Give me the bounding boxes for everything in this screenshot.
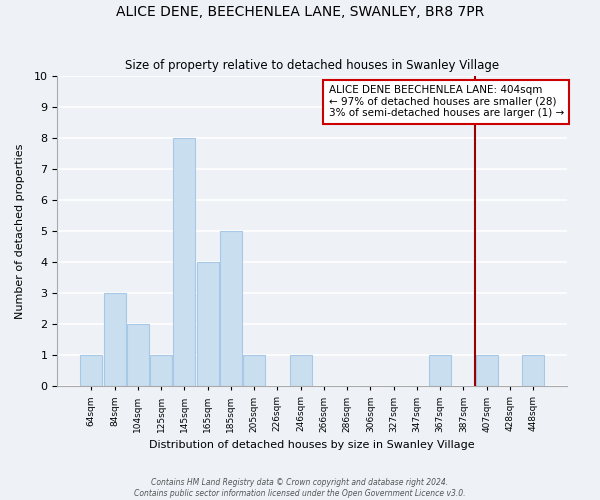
Y-axis label: Number of detached properties: Number of detached properties (15, 144, 25, 319)
Text: Contains HM Land Registry data © Crown copyright and database right 2024.
Contai: Contains HM Land Registry data © Crown c… (134, 478, 466, 498)
Bar (220, 231, 242, 386)
Bar (197, 262, 218, 386)
Bar (243, 355, 265, 386)
Bar (522, 355, 544, 386)
Bar (476, 355, 498, 386)
Title: Size of property relative to detached houses in Swanley Village: Size of property relative to detached ho… (125, 59, 499, 72)
Bar (104, 293, 125, 386)
X-axis label: Distribution of detached houses by size in Swanley Village: Distribution of detached houses by size … (149, 440, 475, 450)
Bar (290, 355, 311, 386)
Bar (429, 355, 451, 386)
Bar (127, 324, 149, 386)
Bar (173, 138, 196, 386)
Bar (150, 355, 172, 386)
Text: ALICE DENE, BEECHENLEA LANE, SWANLEY, BR8 7PR: ALICE DENE, BEECHENLEA LANE, SWANLEY, BR… (116, 5, 484, 19)
Bar (80, 355, 103, 386)
Text: ALICE DENE BEECHENLEA LANE: 404sqm
← 97% of detached houses are smaller (28)
3% : ALICE DENE BEECHENLEA LANE: 404sqm ← 97%… (329, 86, 564, 118)
